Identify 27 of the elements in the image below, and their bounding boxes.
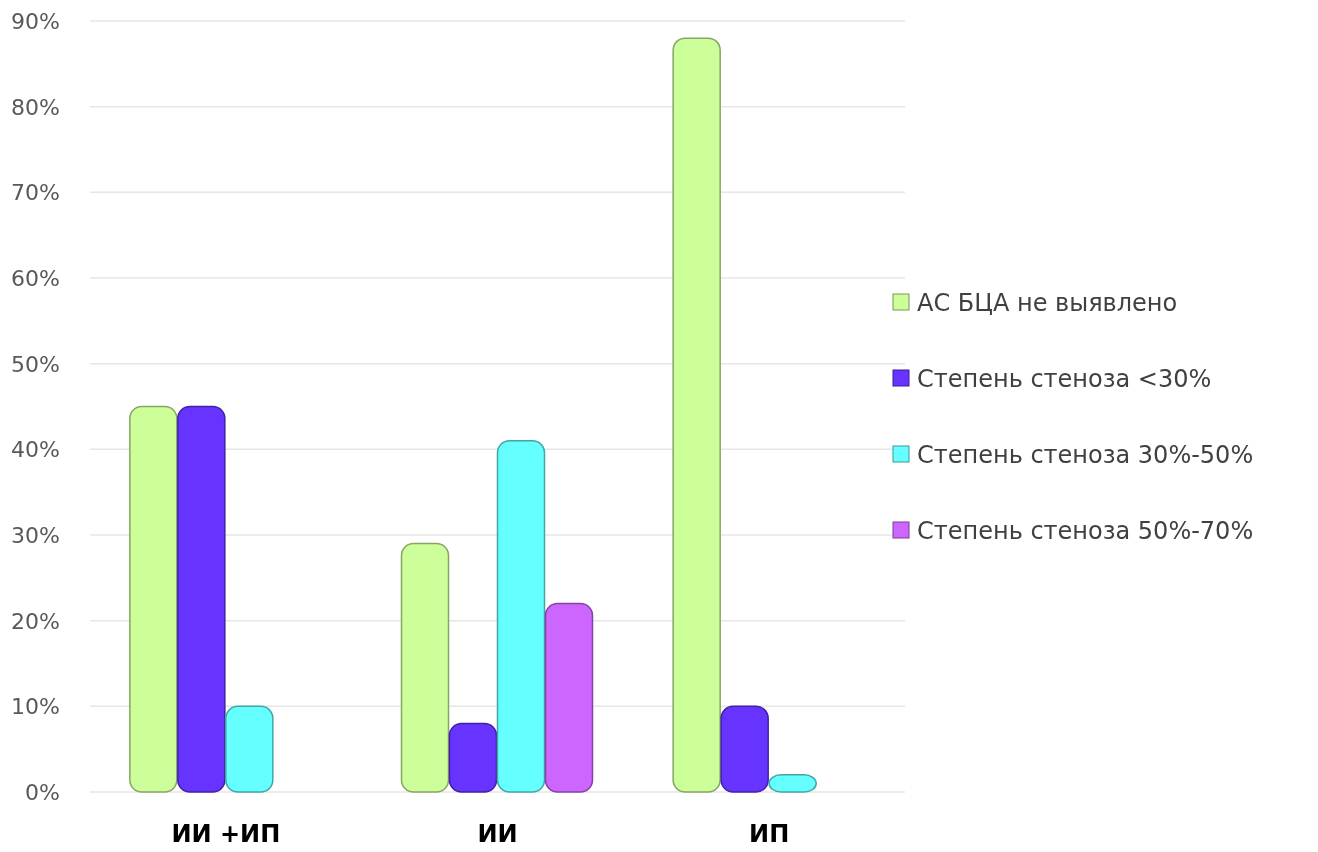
x-tick-label: ИИ — [477, 820, 518, 848]
bar — [177, 405, 226, 793]
bar — [672, 37, 721, 793]
bar — [225, 705, 274, 793]
legend-label: Степень стеноза 30%-50% — [917, 441, 1254, 469]
bar — [129, 405, 178, 793]
legend-label: Степень стеноза <30% — [917, 365, 1212, 393]
y-tick-label: 60% — [11, 266, 60, 291]
x-tick-label: ИП — [749, 820, 790, 848]
bar — [720, 705, 769, 793]
y-tick-label: 0% — [25, 780, 60, 805]
bar — [496, 440, 546, 793]
y-tick-label: 90% — [11, 9, 60, 34]
bar — [448, 722, 498, 793]
bar — [768, 774, 817, 793]
bar — [544, 602, 594, 793]
y-tick-label: 30% — [11, 523, 60, 548]
y-tick-label: 20% — [11, 608, 60, 634]
legend-label: Степень стеноза 50%-70% — [917, 517, 1254, 545]
y-tick-label: 10% — [11, 694, 60, 720]
x-tick-label: ИИ +ИП — [171, 820, 281, 848]
y-tick-label: 80% — [11, 94, 60, 120]
y-tick-label: 70% — [11, 180, 60, 206]
bar — [400, 542, 450, 793]
y-tick-label: 40% — [11, 437, 60, 463]
legend-label: АС БЦА не выявлено — [917, 289, 1178, 317]
y-tick-label: 50% — [11, 351, 60, 377]
